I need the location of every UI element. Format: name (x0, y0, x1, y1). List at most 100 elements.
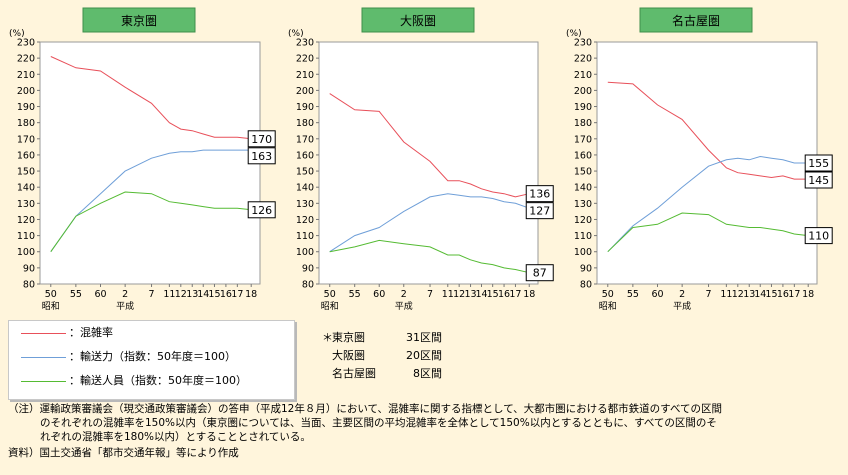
legend-swatch-passengers (21, 381, 66, 382)
x-tick-label: 18 (523, 289, 535, 300)
x-tick-label: 2 (122, 289, 128, 300)
section-region: 名古屋圏 (332, 367, 376, 380)
era-label-heisei: 平成 (116, 300, 134, 312)
legend-item-congestion: ：混雑率 (9, 325, 289, 341)
x-tick-label: 15 (208, 289, 220, 300)
x-tick-label: 50 (324, 289, 336, 300)
section-row: 名古屋圏 8区間 (320, 366, 460, 382)
x-tick-label: 12 (732, 289, 744, 300)
series-line-congestion (329, 93, 530, 198)
x-tick-label: 16 (498, 289, 510, 300)
plot-area (39, 41, 261, 285)
x-tick-label: 16 (777, 289, 789, 300)
section-region: 大阪圏 (332, 349, 365, 362)
y-tick-label: 130 (17, 199, 35, 210)
x-tick-label: 17 (509, 289, 521, 300)
x-tick-label: 12 (453, 289, 465, 300)
end-value-label: 163 (251, 150, 272, 163)
y-axis-unit: (%) (566, 29, 582, 39)
end-value-box (525, 202, 554, 220)
section-count: 8区間 (413, 367, 442, 380)
y-tick-label: 80 (302, 280, 314, 291)
x-tick-label: 13 (186, 289, 198, 300)
x-tick-label: 55 (627, 289, 639, 300)
legend-label-passengers: ：輸送人員（指数：50年度＝100） (69, 374, 247, 387)
y-tick-label: 140 (17, 183, 35, 194)
series-line-passengers (50, 191, 252, 252)
y-tick-label: 130 (574, 199, 592, 210)
chart-panel: 東京圏 (%) 80 90 100 110 120 130 140 150 160 170 180 190… (9, 7, 276, 312)
series-line-congestion (50, 56, 252, 140)
y-tick-label: 160 (296, 150, 314, 161)
x-tick-label: 16 (220, 289, 232, 300)
end-value-label: 110 (808, 230, 829, 243)
y-tick-label: 100 (296, 247, 314, 258)
section-region: 東京圏 (332, 331, 365, 344)
chart-title: 東京圏 (121, 14, 157, 28)
y-tick-label: 140 (296, 183, 314, 194)
y-tick-label: 160 (17, 150, 35, 161)
series-line-passengers (607, 212, 809, 253)
x-tick-label: 13 (743, 289, 755, 300)
y-tick-label: 170 (17, 134, 35, 145)
y-tick-label: 190 (17, 102, 35, 113)
x-tick-label: 18 (245, 289, 257, 300)
y-tick-label: 120 (17, 215, 35, 226)
y-tick-label: 80 (580, 280, 592, 291)
end-value-box (804, 154, 833, 172)
x-tick-label: 60 (94, 289, 106, 300)
end-value-box (247, 147, 276, 165)
x-tick-label: 14 (475, 289, 487, 300)
y-tick-label: 140 (574, 183, 592, 194)
legend: ：混雑率 ：輸送力（指数：50年度＝100） ：輸送人員（指数：50年度＝100… (8, 320, 295, 400)
y-tick-label: 210 (17, 70, 35, 81)
y-tick-label: 150 (574, 167, 592, 178)
x-tick-label: 7 (149, 289, 155, 300)
end-value-label: 87 (533, 267, 547, 280)
y-axis-unit: (%) (9, 29, 25, 39)
end-value-box (247, 130, 276, 148)
x-tick-label: 14 (197, 289, 209, 300)
end-value-label: 127 (529, 205, 550, 218)
era-label-heisei: 平成 (673, 300, 691, 312)
chart-title: 名古屋圏 (672, 13, 720, 28)
chart-title-box (639, 7, 753, 33)
x-tick-label: 7 (706, 289, 712, 300)
y-tick-label: 160 (574, 150, 592, 161)
y-tick-label: 190 (574, 102, 592, 113)
era-label-showa: 昭和 (42, 301, 60, 312)
section-counts: ＊ 東京圏 31区間 大阪圏 20区間 名古屋圏 8区間 (320, 330, 460, 390)
y-tick-label: 220 (17, 54, 35, 65)
asterisk-mark: ＊ (322, 331, 333, 344)
end-value-box (525, 185, 554, 203)
end-value-label: 126 (251, 204, 272, 217)
y-tick-label: 200 (17, 86, 35, 97)
y-tick-label: 200 (574, 86, 592, 97)
y-tick-label: 190 (296, 102, 314, 113)
x-tick-label: 60 (373, 289, 385, 300)
series-line-capacity (607, 155, 809, 253)
y-tick-label: 90 (23, 263, 35, 274)
y-tick-label: 210 (296, 70, 314, 81)
chart-title-box (361, 7, 475, 33)
section-row: ＊ 東京圏 31区間 (320, 330, 460, 346)
y-tick-label: 230 (17, 38, 35, 49)
y-tick-label: 100 (574, 247, 592, 258)
section-row: 大阪圏 20区間 (320, 348, 460, 364)
x-tick-label: 15 (765, 289, 777, 300)
era-label-heisei: 平成 (395, 300, 413, 312)
x-tick-label: 11 (442, 289, 454, 300)
x-tick-label: 55 (349, 289, 361, 300)
end-value-label: 136 (529, 188, 550, 201)
x-tick-label: 50 (45, 289, 57, 300)
x-tick-label: 11 (720, 289, 732, 300)
end-value-label: 155 (808, 157, 829, 170)
x-tick-label: 12 (175, 289, 187, 300)
y-tick-label: 80 (23, 280, 35, 291)
legend-item-capacity: ：輸送力（指数：50年度＝100） (9, 349, 289, 365)
series-line-capacity (50, 149, 252, 252)
y-tick-label: 150 (296, 167, 314, 178)
charts-area: 東京圏 (%) 80 90 100 110 120 130 140 150 160 170 180 190… (9, 7, 833, 312)
y-tick-label: 100 (17, 247, 35, 258)
x-tick-label: 11 (163, 289, 175, 300)
